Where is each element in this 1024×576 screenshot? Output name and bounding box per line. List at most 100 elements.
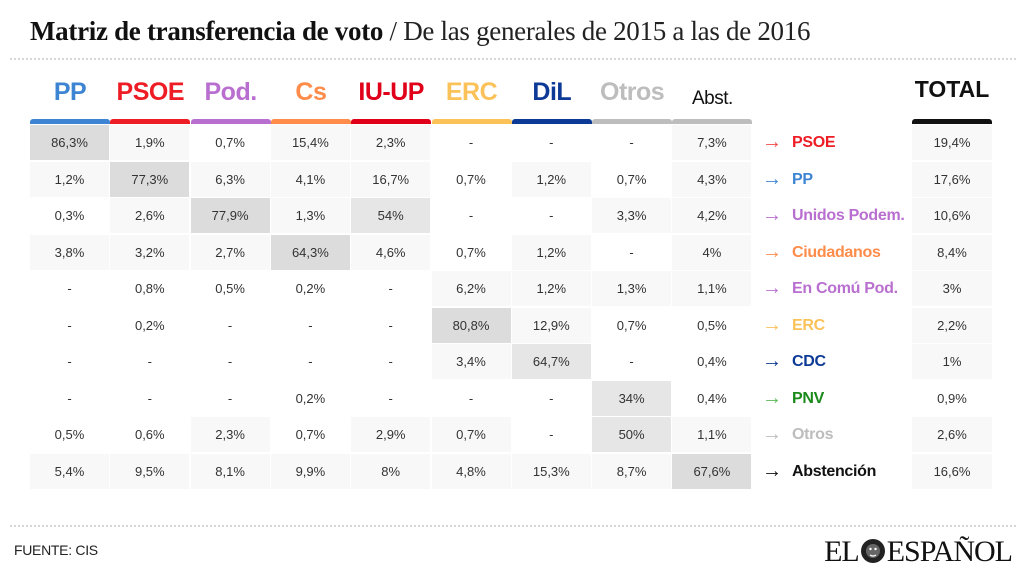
matrix-cell: - <box>190 344 270 379</box>
total-header-bar <box>912 119 992 124</box>
matrix-cell: - <box>351 271 431 306</box>
row-label: → PSOE <box>762 125 836 160</box>
matrix-cell: - <box>511 417 591 452</box>
column-color-bar <box>592 119 673 124</box>
matrix-cell: - <box>511 380 591 416</box>
total-cell: 17,6% <box>912 161 992 197</box>
matrix-cell: 8,7% <box>592 453 672 489</box>
column-header: DiL <box>532 78 572 106</box>
divider-bottom <box>10 525 1016 527</box>
matrix-cell: 0,2% <box>270 271 350 306</box>
matrix-cell: 8,1% <box>190 453 270 489</box>
row-label-text: En Comú Pod. <box>792 280 898 297</box>
matrix-cell: 64,3% <box>270 234 350 270</box>
column-header: IU-UP <box>358 78 424 106</box>
column-header: PSOE <box>116 78 185 106</box>
matrix-cell: 0,7% <box>190 125 270 160</box>
matrix-cell: 80,8% <box>431 307 511 343</box>
matrix-cell: 0,4% <box>672 344 752 379</box>
arrow-right-icon: → <box>762 167 782 190</box>
matrix-cell: 86,3% <box>30 125 109 160</box>
matrix-cell: 34% <box>592 380 672 416</box>
title-main: Matriz de transferencia de voto <box>30 16 384 46</box>
matrix-cell: 4,2% <box>672 198 752 233</box>
matrix-cell: - <box>190 307 270 343</box>
matrix-cell: - <box>351 380 431 416</box>
matrix-cell: 2,3% <box>351 125 431 160</box>
column-color-bar <box>110 119 191 124</box>
matrix-cell: - <box>270 344 350 379</box>
row-label-text: Unidos Podem. <box>792 207 905 224</box>
row-label: → Unidos Podem. <box>762 198 905 233</box>
matrix-cell: - <box>110 344 190 379</box>
matrix-cell: 6,2% <box>431 271 511 306</box>
matrix-cell: 8% <box>351 453 431 489</box>
matrix-cell: 3,3% <box>592 198 672 233</box>
matrix-cell: 0,8% <box>110 271 190 306</box>
matrix-cell: 5,4% <box>30 453 109 489</box>
matrix-cell: 2,6% <box>110 198 190 233</box>
total-cell: 10,6% <box>912 198 992 233</box>
arrow-right-icon: → <box>762 459 782 482</box>
matrix-cell: 0,7% <box>431 234 511 270</box>
divider-top <box>10 58 1016 60</box>
matrix-cell: 15,3% <box>511 453 591 489</box>
row-label: → Otros <box>762 417 833 452</box>
row-label-text: CDC <box>792 353 826 370</box>
title-subtitle: De las generales de 2015 a las de 2016 <box>403 16 811 46</box>
matrix-cell: 0,3% <box>30 198 109 233</box>
matrix-cell: 4,8% <box>431 453 511 489</box>
matrix-cell: 16,7% <box>351 161 431 197</box>
matrix-cell: 9,5% <box>110 453 190 489</box>
row-label: → Ciudadanos <box>762 235 881 270</box>
row-label-text: Otros <box>792 426 834 443</box>
matrix-cell: 0,7% <box>592 307 672 343</box>
column-header: PP <box>53 78 87 106</box>
arrow-right-icon: → <box>762 386 782 409</box>
row-label-text: ERC <box>792 316 825 334</box>
matrix-cell: 0,2% <box>270 380 350 416</box>
matrix-cell: 1,2% <box>30 161 109 197</box>
matrix-cell: 2,3% <box>190 417 270 452</box>
matrix-cell: 7,3% <box>672 125 752 160</box>
column-header: Abst. <box>691 88 733 109</box>
arrow-right-icon: → <box>762 204 782 226</box>
column-header: ERC <box>445 78 498 106</box>
matrix-cell: 0,6% <box>110 417 190 452</box>
matrix-cell: 6,3% <box>190 161 270 197</box>
lion-icon <box>860 539 885 563</box>
total-cell: 8,4% <box>912 234 992 270</box>
matrix-cell: 54% <box>351 198 431 233</box>
column-color-bar <box>672 119 753 124</box>
matrix-cell: 12,9% <box>511 307 591 343</box>
matrix-cell: - <box>190 380 270 416</box>
column-color-bar <box>431 119 512 124</box>
matrix-cell: 77,9% <box>190 198 270 233</box>
matrix-cell: 1,9% <box>110 125 190 160</box>
arrow-right-icon: → <box>762 277 782 299</box>
matrix-cell: - <box>270 307 350 343</box>
matrix-cell: 1,3% <box>270 198 350 233</box>
column-header: Pod. <box>204 78 258 106</box>
matrix-cell: 1,3% <box>592 271 672 306</box>
matrix-cell: - <box>30 271 109 306</box>
row-label: → CDC <box>762 344 826 379</box>
row-label: → ERC <box>762 308 825 343</box>
matrix-cell: 2,7% <box>190 234 270 270</box>
column-color-bar <box>351 119 432 124</box>
column-header: Otros <box>600 78 665 106</box>
matrix-cell: 0,7% <box>431 161 511 197</box>
column-color-bar <box>270 119 351 124</box>
matrix-cell: - <box>511 125 591 160</box>
total-cell: 3% <box>912 271 992 306</box>
arrow-right-icon: → <box>762 131 782 153</box>
matrix-cell: 1,2% <box>511 161 591 197</box>
matrix-cell: 0,7% <box>431 417 511 452</box>
row-label-text: PP <box>792 170 813 188</box>
source-note: FUENTE: CIS <box>14 542 98 558</box>
matrix-cell: 77,3% <box>110 161 190 197</box>
total-cell: 19,4% <box>912 125 992 160</box>
arrow-right-icon: → <box>762 423 782 445</box>
chart-title: Matriz de transferencia de voto / De las… <box>30 16 810 47</box>
matrix-cell: - <box>511 198 591 233</box>
